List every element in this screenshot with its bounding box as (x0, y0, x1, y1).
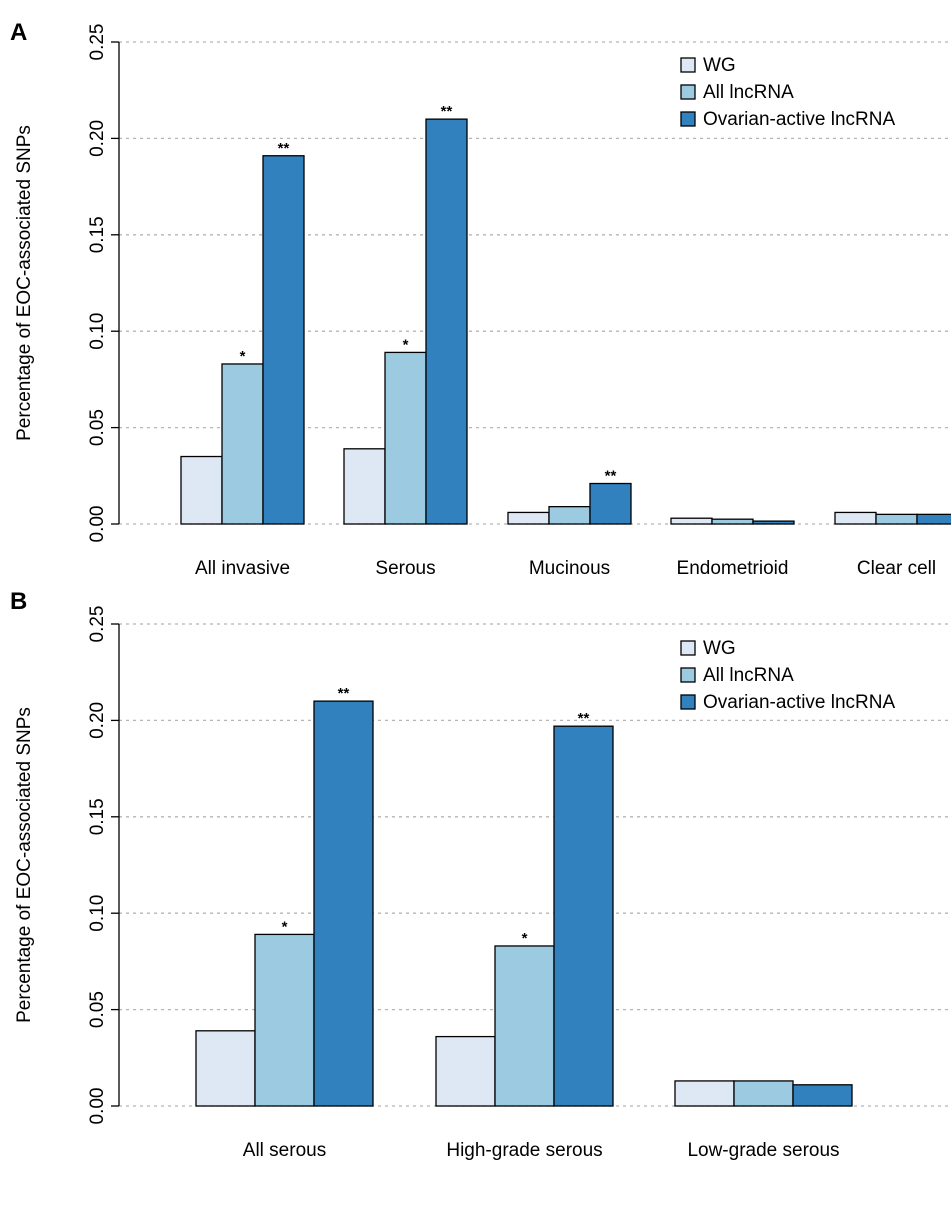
bar (875, 513, 918, 525)
y-tick-label: 0.20 (87, 702, 108, 739)
significance-label: ** (278, 140, 290, 157)
legend-swatch (680, 640, 696, 656)
significance-label: * (240, 348, 246, 365)
x-category-label: Low-grade serous (687, 1140, 839, 1161)
y-tick-label: 0.10 (87, 895, 108, 932)
legend-label: Ovarian-active lncRNA (703, 692, 895, 713)
bar (792, 1084, 853, 1107)
bar (752, 520, 795, 525)
legend-swatch (680, 57, 696, 73)
bar (425, 118, 468, 525)
y-tick-label: 0.00 (87, 1088, 108, 1125)
significance-label: * (282, 918, 288, 935)
x-category-label: All serous (243, 1140, 326, 1161)
y-tick-label: 0.00 (87, 506, 108, 543)
bar (711, 518, 754, 525)
bar (384, 351, 427, 525)
y-tick-label: 0.25 (87, 24, 108, 61)
significance-label: * (522, 930, 528, 947)
x-category-label: All invasive (195, 558, 290, 579)
legend-swatch (680, 84, 696, 100)
legend-label: WG (703, 55, 736, 76)
bar (221, 363, 264, 525)
panel-letter: A (10, 19, 27, 46)
significance-label: * (403, 336, 409, 353)
x-category-label: Serous (375, 558, 435, 579)
y-tick-label: 0.10 (87, 313, 108, 350)
bar (507, 511, 550, 525)
legend-swatch (680, 667, 696, 683)
significance-label: ** (578, 710, 590, 727)
x-category-label: High-grade serous (446, 1140, 602, 1161)
bar (343, 448, 386, 525)
x-category-label: Endometrioid (677, 558, 789, 579)
x-category-label: Mucinous (529, 558, 610, 579)
y-axis-label: Percentage of EOC-associated SNPs (14, 125, 35, 441)
bar (262, 155, 305, 525)
bar (195, 1030, 256, 1107)
bar (548, 505, 591, 525)
x-category-label: Clear cell (857, 558, 936, 579)
y-tick-label: 0.20 (87, 120, 108, 157)
y-tick-label: 0.05 (87, 409, 108, 446)
significance-label: ** (605, 468, 617, 485)
y-tick-label: 0.25 (87, 606, 108, 643)
bar (435, 1035, 496, 1107)
y-tick-label: 0.15 (87, 216, 108, 253)
bar (553, 725, 614, 1107)
bar (254, 933, 315, 1107)
bar (674, 1080, 735, 1107)
bar (916, 513, 951, 525)
y-tick-label: 0.05 (87, 991, 108, 1028)
bar (180, 455, 223, 525)
bar (733, 1080, 794, 1107)
bar (589, 482, 632, 525)
legend-label: All lncRNA (703, 82, 794, 103)
bar (670, 517, 713, 525)
legend-swatch (680, 694, 696, 710)
panel-letter: B (10, 588, 27, 615)
legend-label: WG (703, 638, 736, 659)
significance-label: ** (441, 103, 453, 120)
bar (494, 945, 555, 1107)
bar (313, 700, 374, 1107)
legend-swatch (680, 111, 696, 127)
y-axis-label: Percentage of EOC-associated SNPs (14, 707, 35, 1023)
significance-label: ** (338, 685, 350, 702)
bar (834, 511, 877, 525)
y-tick-label: 0.15 (87, 798, 108, 835)
legend-label: Ovarian-active lncRNA (703, 109, 895, 130)
legend-label: All lncRNA (703, 665, 794, 686)
